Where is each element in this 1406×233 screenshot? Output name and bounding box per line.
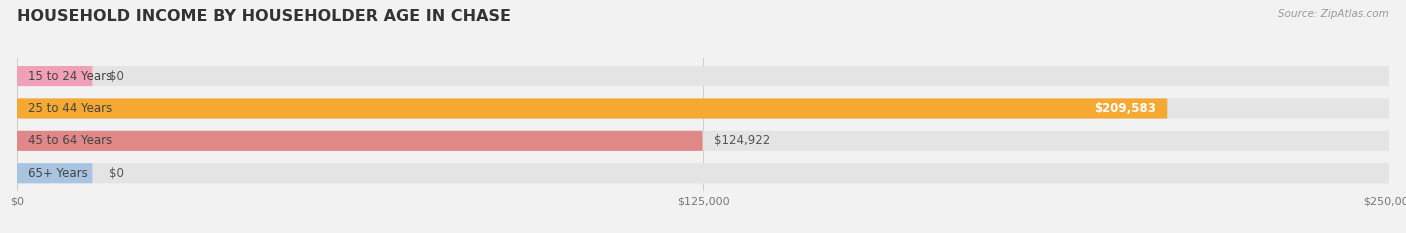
Text: 25 to 44 Years: 25 to 44 Years: [28, 102, 112, 115]
FancyBboxPatch shape: [17, 131, 703, 151]
FancyBboxPatch shape: [17, 131, 1389, 151]
Text: $0: $0: [108, 70, 124, 82]
Text: $0: $0: [108, 167, 124, 180]
Text: $209,583: $209,583: [1094, 102, 1156, 115]
Text: Source: ZipAtlas.com: Source: ZipAtlas.com: [1278, 9, 1389, 19]
FancyBboxPatch shape: [17, 66, 1389, 86]
Text: 65+ Years: 65+ Years: [28, 167, 87, 180]
FancyBboxPatch shape: [17, 98, 1389, 119]
FancyBboxPatch shape: [17, 66, 93, 86]
FancyBboxPatch shape: [17, 163, 93, 183]
FancyBboxPatch shape: [17, 98, 1167, 119]
FancyBboxPatch shape: [17, 163, 1389, 183]
Text: 45 to 64 Years: 45 to 64 Years: [28, 134, 112, 147]
Text: $124,922: $124,922: [714, 134, 770, 147]
Text: HOUSEHOLD INCOME BY HOUSEHOLDER AGE IN CHASE: HOUSEHOLD INCOME BY HOUSEHOLDER AGE IN C…: [17, 9, 510, 24]
Text: 15 to 24 Years: 15 to 24 Years: [28, 70, 112, 82]
